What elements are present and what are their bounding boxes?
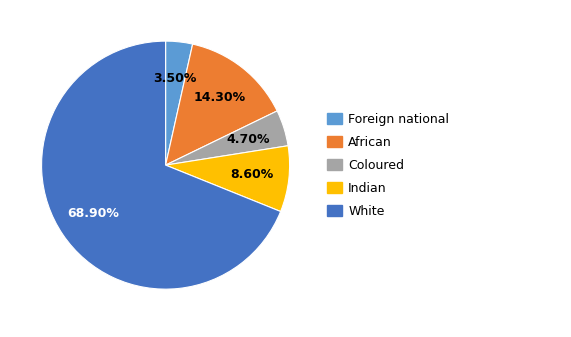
Text: 68.90%: 68.90%	[68, 207, 119, 220]
Wedge shape	[166, 41, 192, 165]
Legend: Foreign national, African, Coloured, Indian, White: Foreign national, African, Coloured, Ind…	[327, 113, 449, 218]
Text: 14.30%: 14.30%	[194, 91, 246, 103]
Text: 8.60%: 8.60%	[230, 168, 274, 181]
Wedge shape	[166, 111, 288, 165]
Wedge shape	[166, 146, 289, 212]
Text: 3.50%: 3.50%	[154, 72, 197, 85]
Text: 4.70%: 4.70%	[227, 132, 270, 146]
Wedge shape	[166, 44, 277, 165]
Wedge shape	[42, 41, 280, 289]
